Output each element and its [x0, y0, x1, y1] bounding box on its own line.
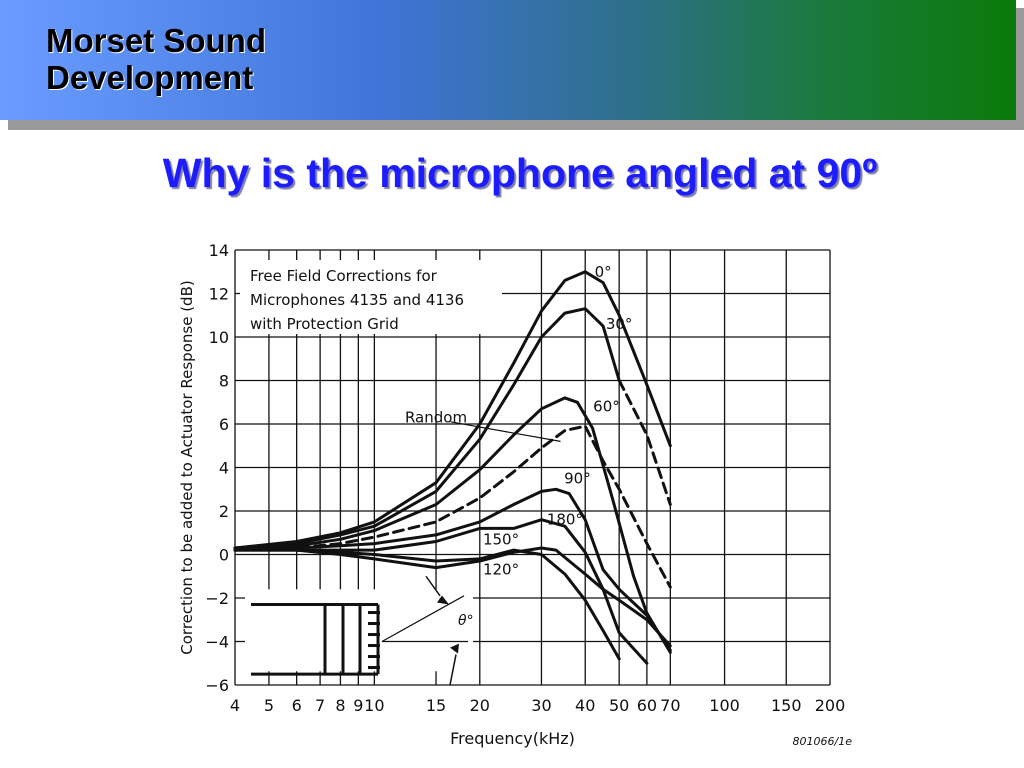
y-tick-label: 12: [209, 285, 229, 304]
angle-arrow-lower-head: [450, 643, 459, 654]
series-line: [233, 546, 672, 648]
x-tick-label: 7: [315, 696, 325, 715]
y-tick-label: −6: [205, 676, 229, 695]
y-tick-label: 10: [209, 328, 229, 347]
angle-arrow-upper-head: [437, 595, 449, 605]
x-tick-label: 50: [609, 696, 629, 715]
chart-series: [233, 270, 672, 665]
x-tick-label: 8: [335, 696, 345, 715]
series-line: [233, 487, 672, 652]
x-tick-label: 200: [815, 696, 846, 715]
x-tick-label: 100: [709, 696, 740, 715]
x-tick-label: 40: [575, 696, 595, 715]
figure-id: 801066/1e: [793, 735, 853, 748]
x-tick-label: 70: [660, 696, 680, 715]
header-banner: Morset Sound Development: [0, 0, 1016, 120]
y-tick-label: −4: [205, 633, 229, 652]
y-tick-label: 0: [219, 546, 229, 565]
chart-tick-labels: 4 5 6 7 8 9 10 15 20 30 40 50 60 70 100 150 200−6−4−2024…: [178, 241, 845, 748]
x-tick-label: 60: [637, 696, 657, 715]
y-tick-label: 8: [219, 372, 229, 391]
curve-label: 150°: [483, 530, 519, 548]
angle-arrow-lower-shaft: [449, 654, 457, 686]
series-line: [233, 424, 672, 589]
series-line: [617, 379, 672, 506]
chart-curve-labels: 0° 30° 60° Random 90° 180° 150° 120°: [405, 263, 632, 579]
frequency-response-chart: 4 5 6 7 8 9 10 15 20 30 40 50 60 70 100 150 200−6−4−2024…: [178, 241, 852, 748]
curve-label: 120°: [483, 561, 519, 579]
brand-title: Morset Sound Development: [46, 22, 266, 96]
curve-label: Random: [405, 408, 467, 426]
y-tick-label: 2: [219, 502, 229, 521]
y-axis-title: Correction to be added to Actuator Respo…: [178, 280, 196, 654]
x-tick-label: 150: [771, 696, 802, 715]
annotation-box: [240, 260, 502, 334]
angle-arrow-upper-shaft: [425, 575, 441, 597]
series-line: [233, 307, 621, 550]
angle-incidence-line: [381, 595, 465, 643]
annotation-line: Free Field Corrections for: [250, 267, 438, 285]
curve-label: 30°: [606, 315, 633, 333]
angle-theta-label: θ°: [458, 613, 474, 629]
series-line: [233, 548, 621, 661]
curve-label: 90°: [564, 469, 591, 487]
curve-label: 180°: [547, 511, 583, 529]
y-tick-label: −2: [205, 589, 229, 608]
curve-label: 60°: [593, 398, 620, 416]
x-tick-label: 15: [426, 696, 446, 715]
x-tick-label: 30: [531, 696, 551, 715]
random-leader-line: [450, 421, 561, 442]
x-tick-label: 5: [264, 696, 274, 715]
x-tick-label: 20: [470, 696, 490, 715]
y-tick-label: 6: [219, 415, 229, 434]
x-tick-label: 10: [364, 696, 384, 715]
annotation-line: Microphones 4135 and 4136: [250, 291, 464, 309]
x-axis-title: Frequency(kHz): [450, 729, 575, 748]
x-tick-label: 4: [230, 696, 240, 715]
chart-extras: Free Field Corrections for Microphones 41…: [240, 260, 852, 748]
x-tick-label: 9: [353, 696, 363, 715]
y-tick-label: 14: [209, 241, 229, 260]
annotation-line: with Protection Grid: [250, 315, 399, 333]
series-line: [233, 270, 672, 550]
y-tick-label: 4: [219, 459, 229, 478]
slide-title: Why is the microphone angled at 90º: [162, 150, 878, 196]
x-tick-label: 6: [292, 696, 302, 715]
series-line: [233, 396, 672, 654]
curve-label: 0°: [595, 263, 612, 281]
